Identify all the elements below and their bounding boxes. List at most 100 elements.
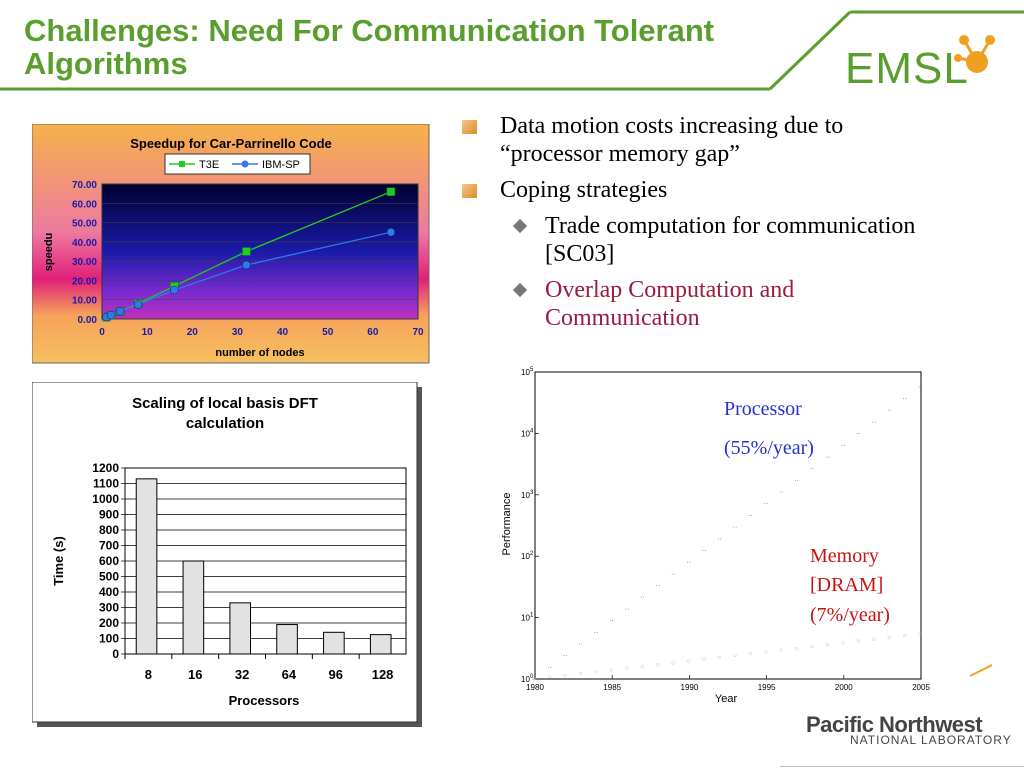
gap-point-processor: ·· bbox=[717, 536, 722, 543]
dft-y-tick: 600 bbox=[99, 554, 119, 568]
legend-label-ibm-sp: IBM-SP bbox=[262, 159, 300, 171]
bullet-list: Data motion costs increasing due to “pro… bbox=[462, 112, 1007, 340]
gap-x-tick: 2005 bbox=[912, 683, 930, 692]
dft-y-axis-label: Time (s) bbox=[51, 536, 66, 586]
dft-bar bbox=[135, 478, 158, 655]
speedup-x-tick: 20 bbox=[187, 327, 199, 338]
dft-bar bbox=[369, 634, 392, 655]
processor-annotation-line-2: (55%/year) bbox=[724, 437, 814, 459]
dft-x-tick: 16 bbox=[188, 667, 202, 682]
gap-point-memory: ○ bbox=[717, 654, 721, 661]
speedup-point-t3e bbox=[242, 247, 251, 256]
gap-y-tick: 10 bbox=[521, 429, 530, 438]
speedup-x-tick: 40 bbox=[277, 327, 289, 338]
gap-point-memory: ○ bbox=[625, 665, 629, 672]
gap-point-processor: ·· bbox=[594, 629, 599, 636]
speedup-x-tick: 60 bbox=[367, 327, 379, 338]
sub-bullet-item: Trade computation for communication [SC0… bbox=[462, 212, 1007, 268]
emsl-molecule-icon bbox=[954, 35, 995, 73]
speedup-point-t3e bbox=[386, 187, 396, 196]
gap-x-axis-label: Year bbox=[715, 693, 738, 705]
dft-chart-title-line-2: calculation bbox=[186, 415, 264, 432]
slide-title-line-2: Algorithms bbox=[24, 46, 188, 81]
gap-point-memory: ○ bbox=[918, 631, 922, 638]
gap-y-axis-label: Performance bbox=[501, 493, 513, 556]
dft-bar bbox=[229, 602, 252, 655]
gap-point-memory: ○ bbox=[563, 672, 567, 679]
gap-point-memory: ○ bbox=[903, 633, 907, 640]
bullet-line: “processor memory gap” bbox=[500, 141, 740, 167]
speedup-y-tick: 30.00 bbox=[72, 257, 97, 268]
gap-point-processor: ·· bbox=[640, 594, 645, 601]
speedup-y-tick: 0.00 bbox=[78, 315, 98, 326]
gap-point-processor: ·· bbox=[748, 512, 753, 519]
pnnl-logo-line-1: Pacific Northwest bbox=[806, 712, 983, 737]
slide-title: Challenges: Need For Communication Toler… bbox=[24, 14, 824, 80]
decorative-stroke-icon bbox=[969, 664, 993, 677]
gap-x-tick: 1980 bbox=[526, 683, 544, 692]
gap-point-memory: ○ bbox=[794, 645, 798, 652]
dft-y-tick: 400 bbox=[99, 585, 119, 599]
gap-point-memory: ○ bbox=[872, 636, 876, 643]
speedup-x-axis-label: number of nodes bbox=[215, 347, 304, 359]
dft-y-tick: 800 bbox=[99, 523, 119, 537]
gap-point-memory: ○ bbox=[671, 660, 675, 667]
speedup-y-tick: 20.00 bbox=[72, 276, 97, 287]
speedup-y-tick: 40.00 bbox=[72, 238, 97, 249]
gap-y-tick-exponent: 0 bbox=[530, 674, 534, 680]
gap-y-tick: 10 bbox=[521, 614, 530, 623]
gap-point-processor: ·· bbox=[625, 606, 630, 613]
dft-y-tick: 100 bbox=[99, 632, 119, 646]
gap-point-memory: ○ bbox=[578, 671, 582, 678]
gap-point-memory: ○ bbox=[887, 635, 891, 642]
gap-point-processor: ·· bbox=[563, 653, 568, 660]
processor-annotation-line-1: Processor bbox=[724, 398, 802, 420]
gap-point-processor: ·· bbox=[856, 431, 861, 438]
dft-y-tick: 0 bbox=[112, 647, 119, 661]
gap-y-tick: 10 bbox=[521, 368, 530, 377]
slide-title-line-1: Challenges: Need For Communication Toler… bbox=[24, 13, 715, 48]
gap-point-memory: ○ bbox=[702, 656, 706, 663]
gap-point-memory: ○ bbox=[841, 640, 845, 647]
dft-y-tick: 700 bbox=[99, 539, 119, 553]
gap-y-tick: 10 bbox=[521, 491, 530, 500]
speedup-point-ibm-sp bbox=[115, 307, 125, 316]
speedup-y-tick: 10.00 bbox=[72, 296, 97, 307]
speedup-point-ibm-sp bbox=[169, 285, 179, 295]
gap-point-processor: ·· bbox=[764, 501, 769, 508]
gap-point-memory: ○ bbox=[686, 658, 690, 665]
bullet-line: Communication bbox=[545, 305, 700, 331]
gap-x-tick: 1995 bbox=[758, 683, 776, 692]
gap-x-tick: 2000 bbox=[835, 683, 853, 692]
gap-point-processor: ·· bbox=[671, 571, 676, 578]
gap-point-processor: ·· bbox=[578, 641, 583, 648]
speedup-y-tick: 70.00 bbox=[72, 180, 97, 191]
dft-chart-title-line-1: Scaling of local basis DFT bbox=[132, 395, 318, 412]
pnnl-logo-line-2: NATIONAL LABORATORY bbox=[850, 733, 1012, 747]
gap-point-memory: ○ bbox=[764, 649, 768, 656]
legend-label-t3e: T3E bbox=[199, 159, 219, 171]
gap-point-memory: ○ bbox=[594, 669, 598, 676]
dft-bar bbox=[323, 631, 345, 655]
speedup-y-tick: 50.00 bbox=[72, 219, 97, 230]
gap-point-processor: ·· bbox=[656, 583, 661, 590]
diamond-bullet-icon bbox=[512, 282, 528, 298]
gap-point-processor: ·· bbox=[733, 524, 738, 531]
gap-point-processor: ·· bbox=[547, 664, 552, 671]
gap-point-memory: ○ bbox=[733, 653, 737, 660]
speedup-y-tick: 60.00 bbox=[72, 199, 97, 210]
dft-y-tick: 900 bbox=[99, 508, 119, 522]
gap-y-tick-exponent: 3 bbox=[530, 490, 534, 496]
speedup-x-tick: 70 bbox=[412, 327, 424, 338]
bullet-line: Data motion costs increasing due to bbox=[500, 113, 844, 139]
gap-point-processor: ·· bbox=[794, 477, 799, 484]
speedup-chart: Speedup for Car-Parrinello Code T3E IBM-… bbox=[32, 124, 430, 364]
dft-x-tick: 8 bbox=[145, 667, 152, 682]
gap-point-processor: ·· bbox=[887, 407, 892, 414]
speedup-legend: T3E IBM-SP bbox=[164, 153, 311, 175]
gap-y-tick: 10 bbox=[521, 675, 530, 684]
gap-point-memory: ○ bbox=[748, 651, 752, 658]
gap-y-tick-exponent: 2 bbox=[530, 551, 534, 557]
dft-x-tick: 96 bbox=[329, 667, 343, 682]
